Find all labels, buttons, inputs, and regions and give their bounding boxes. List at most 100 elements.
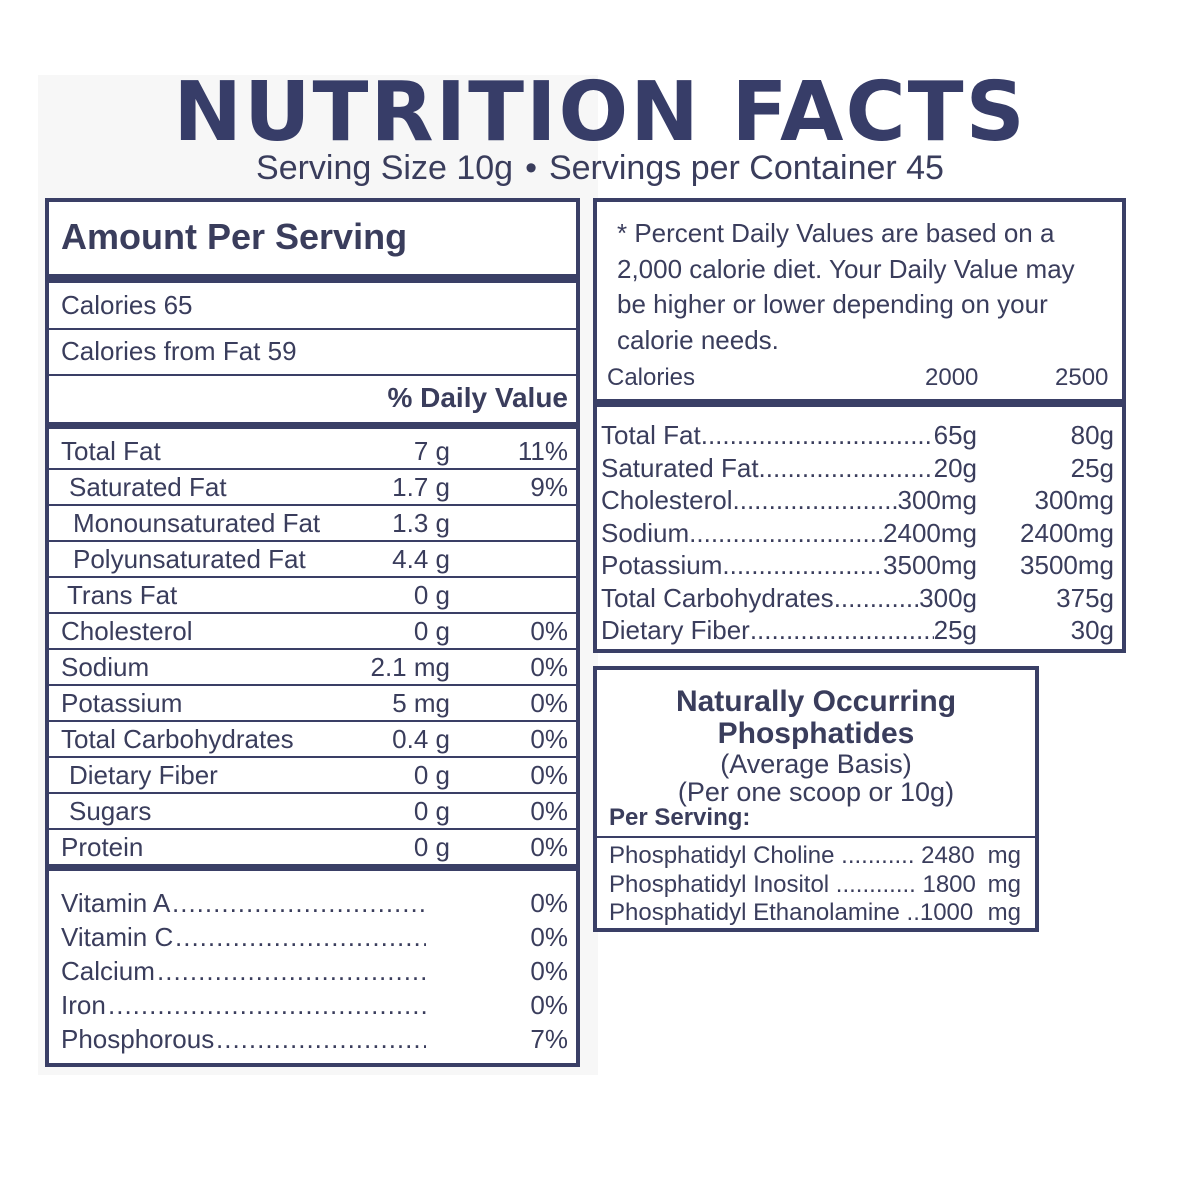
vitamin-row: Vitamin A...............................… xyxy=(49,888,576,922)
daily-value-note: * Percent Daily Values are based on a 2,… xyxy=(617,218,1075,355)
reference-2000-value: 25g xyxy=(933,615,977,645)
reference-2500-value: 25g xyxy=(1070,452,1114,483)
reference-label: Total Carbohydrates xyxy=(601,582,834,613)
calories-label: Calories 65 xyxy=(61,290,193,320)
reference-label: Total Fat xyxy=(601,420,701,450)
reference-2500-value: 375g xyxy=(1056,582,1114,613)
reference-label: Cholesterol xyxy=(601,485,733,515)
nutrient-amount: 0 g xyxy=(413,832,450,862)
nutrient-percent: 0% xyxy=(530,832,568,862)
vitamin-row: Iron....................................… xyxy=(49,990,576,1024)
nutrient-percent: 0% xyxy=(530,724,568,754)
reference-row: Dietary Fiber...........................… xyxy=(597,615,1122,647)
reference-2500-value: 3500mg xyxy=(1020,550,1114,580)
nutrient-percent: 11% xyxy=(517,436,568,466)
divider xyxy=(49,374,576,376)
nutrient-row: Dietary Fiber 0 g 0% xyxy=(49,756,576,794)
amount-per-serving-header: Amount Per Serving xyxy=(49,202,576,283)
reference-header-2500: 2500 xyxy=(1055,364,1109,391)
reference-row: Cholesterol ............................… xyxy=(597,485,1122,517)
vitamin-percent: 0% xyxy=(530,888,568,918)
nutrient-amount: 7 g xyxy=(413,436,450,466)
reference-label-with-leader: Cholesterol ............................… xyxy=(601,485,977,516)
nutrient-row: Total Fat 7 g 11% xyxy=(49,432,576,470)
servings-per-container: Servings per Container 45 xyxy=(548,149,944,187)
vitamin-row: Phosphorous.............................… xyxy=(49,1024,576,1058)
phosphatide-unit: mg xyxy=(987,870,1021,898)
nutrient-row: Total Carbohydrates 0.4 g 0% xyxy=(49,720,576,758)
nutrient-percent: 0% xyxy=(530,688,568,718)
reference-header-label: Calories xyxy=(607,364,696,391)
nutrient-label: Saturated Fat xyxy=(69,472,227,502)
reference-label: Potassium xyxy=(601,550,723,580)
phosphatides-basis: (Average Basis) xyxy=(720,749,912,779)
reference-label: Saturated Fat xyxy=(601,452,759,483)
reference-2500-value: 30g xyxy=(1070,615,1114,645)
leader-dots: ........................................… xyxy=(732,485,898,515)
leader-dots: ........................................… xyxy=(700,420,934,450)
reference-2500-value: 300mg xyxy=(1034,485,1115,515)
reference-2000-value: 3500mg xyxy=(883,550,977,580)
nutrient-row: Protein 0 g 0% xyxy=(49,828,576,864)
leader-dots: ........................................… xyxy=(833,582,919,613)
phosphatides-title: Naturally Occurring Phosphatides xyxy=(597,686,1035,750)
nutrient-row: Polyunsaturated Fat 4.4 g xyxy=(49,540,576,578)
nutrient-row: Monounsaturated Fat 1.3 g xyxy=(49,504,576,542)
phosphatide-row: Phosphatidyl Inositol ............ 1800 m… xyxy=(609,871,1021,900)
nutrient-amount: 5 mg xyxy=(392,688,450,718)
daily-values-panel: * Percent Daily Values are based on a 2,… xyxy=(593,198,1126,653)
per-serving-label: Per Serving: xyxy=(609,804,751,831)
nutrient-label: Total Carbohydrates xyxy=(61,724,294,754)
nutrient-percent: 9% xyxy=(530,472,568,502)
nutrient-amount: 0 g xyxy=(413,760,450,790)
phosphatides-panel: Naturally Occurring Phosphatides (Averag… xyxy=(593,666,1039,932)
nutrient-amount: 0 g xyxy=(413,580,450,610)
nutrient-percent: 0% xyxy=(530,796,568,826)
reference-label: Sodium xyxy=(601,517,690,548)
reference-label-with-leader: Saturated Fat...........................… xyxy=(601,453,977,484)
nutrient-label: Polyunsaturated Fat xyxy=(73,544,306,574)
leader-dots: ........................................… xyxy=(172,888,426,918)
leader-dots: ........................................… xyxy=(108,990,426,1020)
nutrient-label: Sodium xyxy=(61,652,150,682)
serving-info: Serving Size 10g • Servings per Container … xyxy=(0,148,1200,188)
nutrient-amount: 1.3 g xyxy=(392,508,450,538)
bullet-separator: • xyxy=(525,149,537,187)
phosphatide-label: Phosphatidyl Inositol ............ 1800 xyxy=(609,870,976,898)
nutrient-amount: 1.7 g xyxy=(392,472,450,502)
nutrient-percent: 0% xyxy=(530,616,568,646)
phosphatide-row: Phosphatidyl Choline ........... 2480 mg xyxy=(609,842,1021,871)
leader-dots: ........................................… xyxy=(758,452,934,483)
nutrient-label: Dietary Fiber xyxy=(69,760,218,790)
vitamin-row: Vitamin C...............................… xyxy=(49,922,576,956)
phosphatide-label: Phosphatidyl Ethanolamine ..1000 xyxy=(609,899,974,926)
vitamin-label: Phosphorous xyxy=(61,1024,215,1054)
vitamin-label: Vitamin A xyxy=(61,888,171,918)
reference-label-with-leader: Potassium...............................… xyxy=(601,550,977,581)
reference-row: Saturated Fat...........................… xyxy=(597,453,1122,485)
nutrient-label: Monounsaturated Fat xyxy=(73,508,321,538)
reference-2000-value: 20g xyxy=(933,452,977,483)
nutrient-row: Saturated Fat 1.7 g 9% xyxy=(49,468,576,506)
thick-divider xyxy=(597,399,1122,407)
leader-dots: ........................................… xyxy=(722,550,883,580)
nutrient-amount: 0.4 g xyxy=(392,724,450,754)
nutrition-panel: Amount Per Serving Calories 65 Calories … xyxy=(45,198,580,1067)
nutrient-amount: 0 g xyxy=(413,616,450,646)
phosphatides-title-line1: Naturally Occurring xyxy=(675,685,957,718)
reference-label-with-leader: Total Fat...............................… xyxy=(601,420,977,451)
serving-size: Serving Size 10g xyxy=(256,149,514,187)
nutrient-row: Sugars 0 g 0% xyxy=(49,792,576,830)
reference-2000-value: 65g xyxy=(933,420,977,450)
phosphatide-unit: mg xyxy=(987,842,1021,869)
vitamin-label: Iron xyxy=(61,990,106,1020)
reference-2000-value: 300mg xyxy=(897,485,978,515)
vitamin-percent: 0% xyxy=(530,956,568,986)
reference-2500-value: 2400mg xyxy=(1020,517,1114,548)
nutrient-amount: 0 g xyxy=(413,796,450,826)
phosphatides-title-line2: Phosphatides xyxy=(717,717,915,750)
reference-2000-value: 300g xyxy=(919,582,977,613)
amount-per-serving-label: Amount Per Serving xyxy=(61,216,408,257)
vitamin-row: Calcium.................................… xyxy=(49,956,576,990)
nutrient-label: Potassium xyxy=(61,688,183,718)
